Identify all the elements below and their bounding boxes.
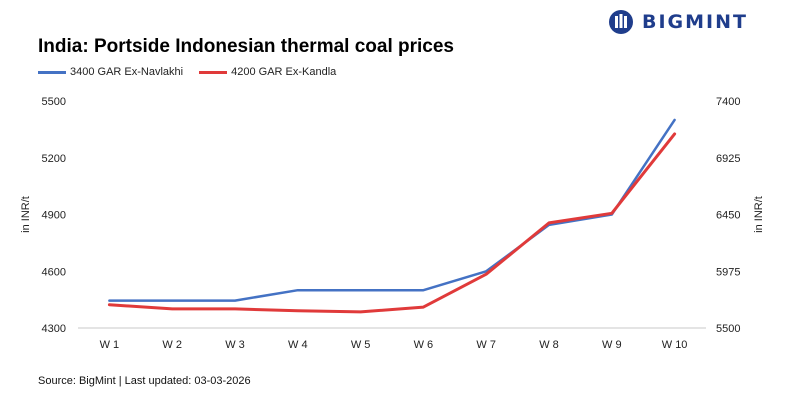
legend-swatch-kandla (199, 70, 228, 74)
x-tick-label: W 6 (414, 339, 434, 351)
x-tick-label: W 2 (162, 339, 182, 351)
x-tick-label: W 5 (351, 339, 371, 351)
chart-legend: 3400 GAR Ex-Navlakhi 4200 GAR Ex-Kandla (38, 66, 352, 78)
x-tick-label: W 4 (288, 339, 308, 351)
legend-swatch-navlakhi (38, 70, 66, 74)
x-tick-label: W 7 (476, 339, 496, 351)
source-note: Source: BigMint | Last updated: 03-03-20… (38, 375, 251, 387)
bigmint-logo-icon (609, 10, 633, 34)
y-left-tick-label: 5200 (42, 153, 66, 165)
legend-item-kandla: 4200 GAR Ex-Kandla (199, 66, 336, 78)
y-left-tick-label: 4600 (42, 266, 66, 278)
y-axis-right-label: in INR/t (753, 196, 765, 233)
y-left-tick-label: 4900 (42, 210, 66, 222)
legend-item-navlakhi: 3400 GAR Ex-Navlakhi (38, 66, 183, 78)
x-tick-label: W 1 (100, 339, 120, 351)
brand-name: BIGMINT (642, 11, 748, 33)
y-left-tick-label: 4300 (42, 323, 66, 335)
brand-logo: BIGMINT (608, 8, 748, 36)
x-tick-label: W 9 (602, 339, 622, 351)
y-right-tick-label: 7400 (716, 96, 740, 108)
y-axis-left-label: in INR/t (20, 196, 32, 233)
x-tick-label: W 8 (539, 339, 559, 351)
series-line-navlakhi (108, 118, 676, 302)
x-tick-label: W 3 (225, 339, 245, 351)
chart-title: India: Portside Indonesian thermal coal … (38, 36, 454, 57)
legend-label-navlakhi: 3400 GAR Ex-Navlakhi (70, 66, 184, 78)
y-right-tick-label: 6450 (716, 210, 740, 222)
y-right-tick-label: 5500 (716, 323, 740, 335)
y-right-tick-label: 6925 (716, 153, 740, 165)
series-line-kandla (107, 132, 677, 314)
y-right-tick-label: 5975 (716, 266, 740, 278)
y-left-tick-label: 5500 (42, 96, 66, 108)
legend-label-kandla: 4200 GAR Ex-Kandla (231, 66, 337, 78)
x-tick-label: W 10 (662, 339, 688, 351)
